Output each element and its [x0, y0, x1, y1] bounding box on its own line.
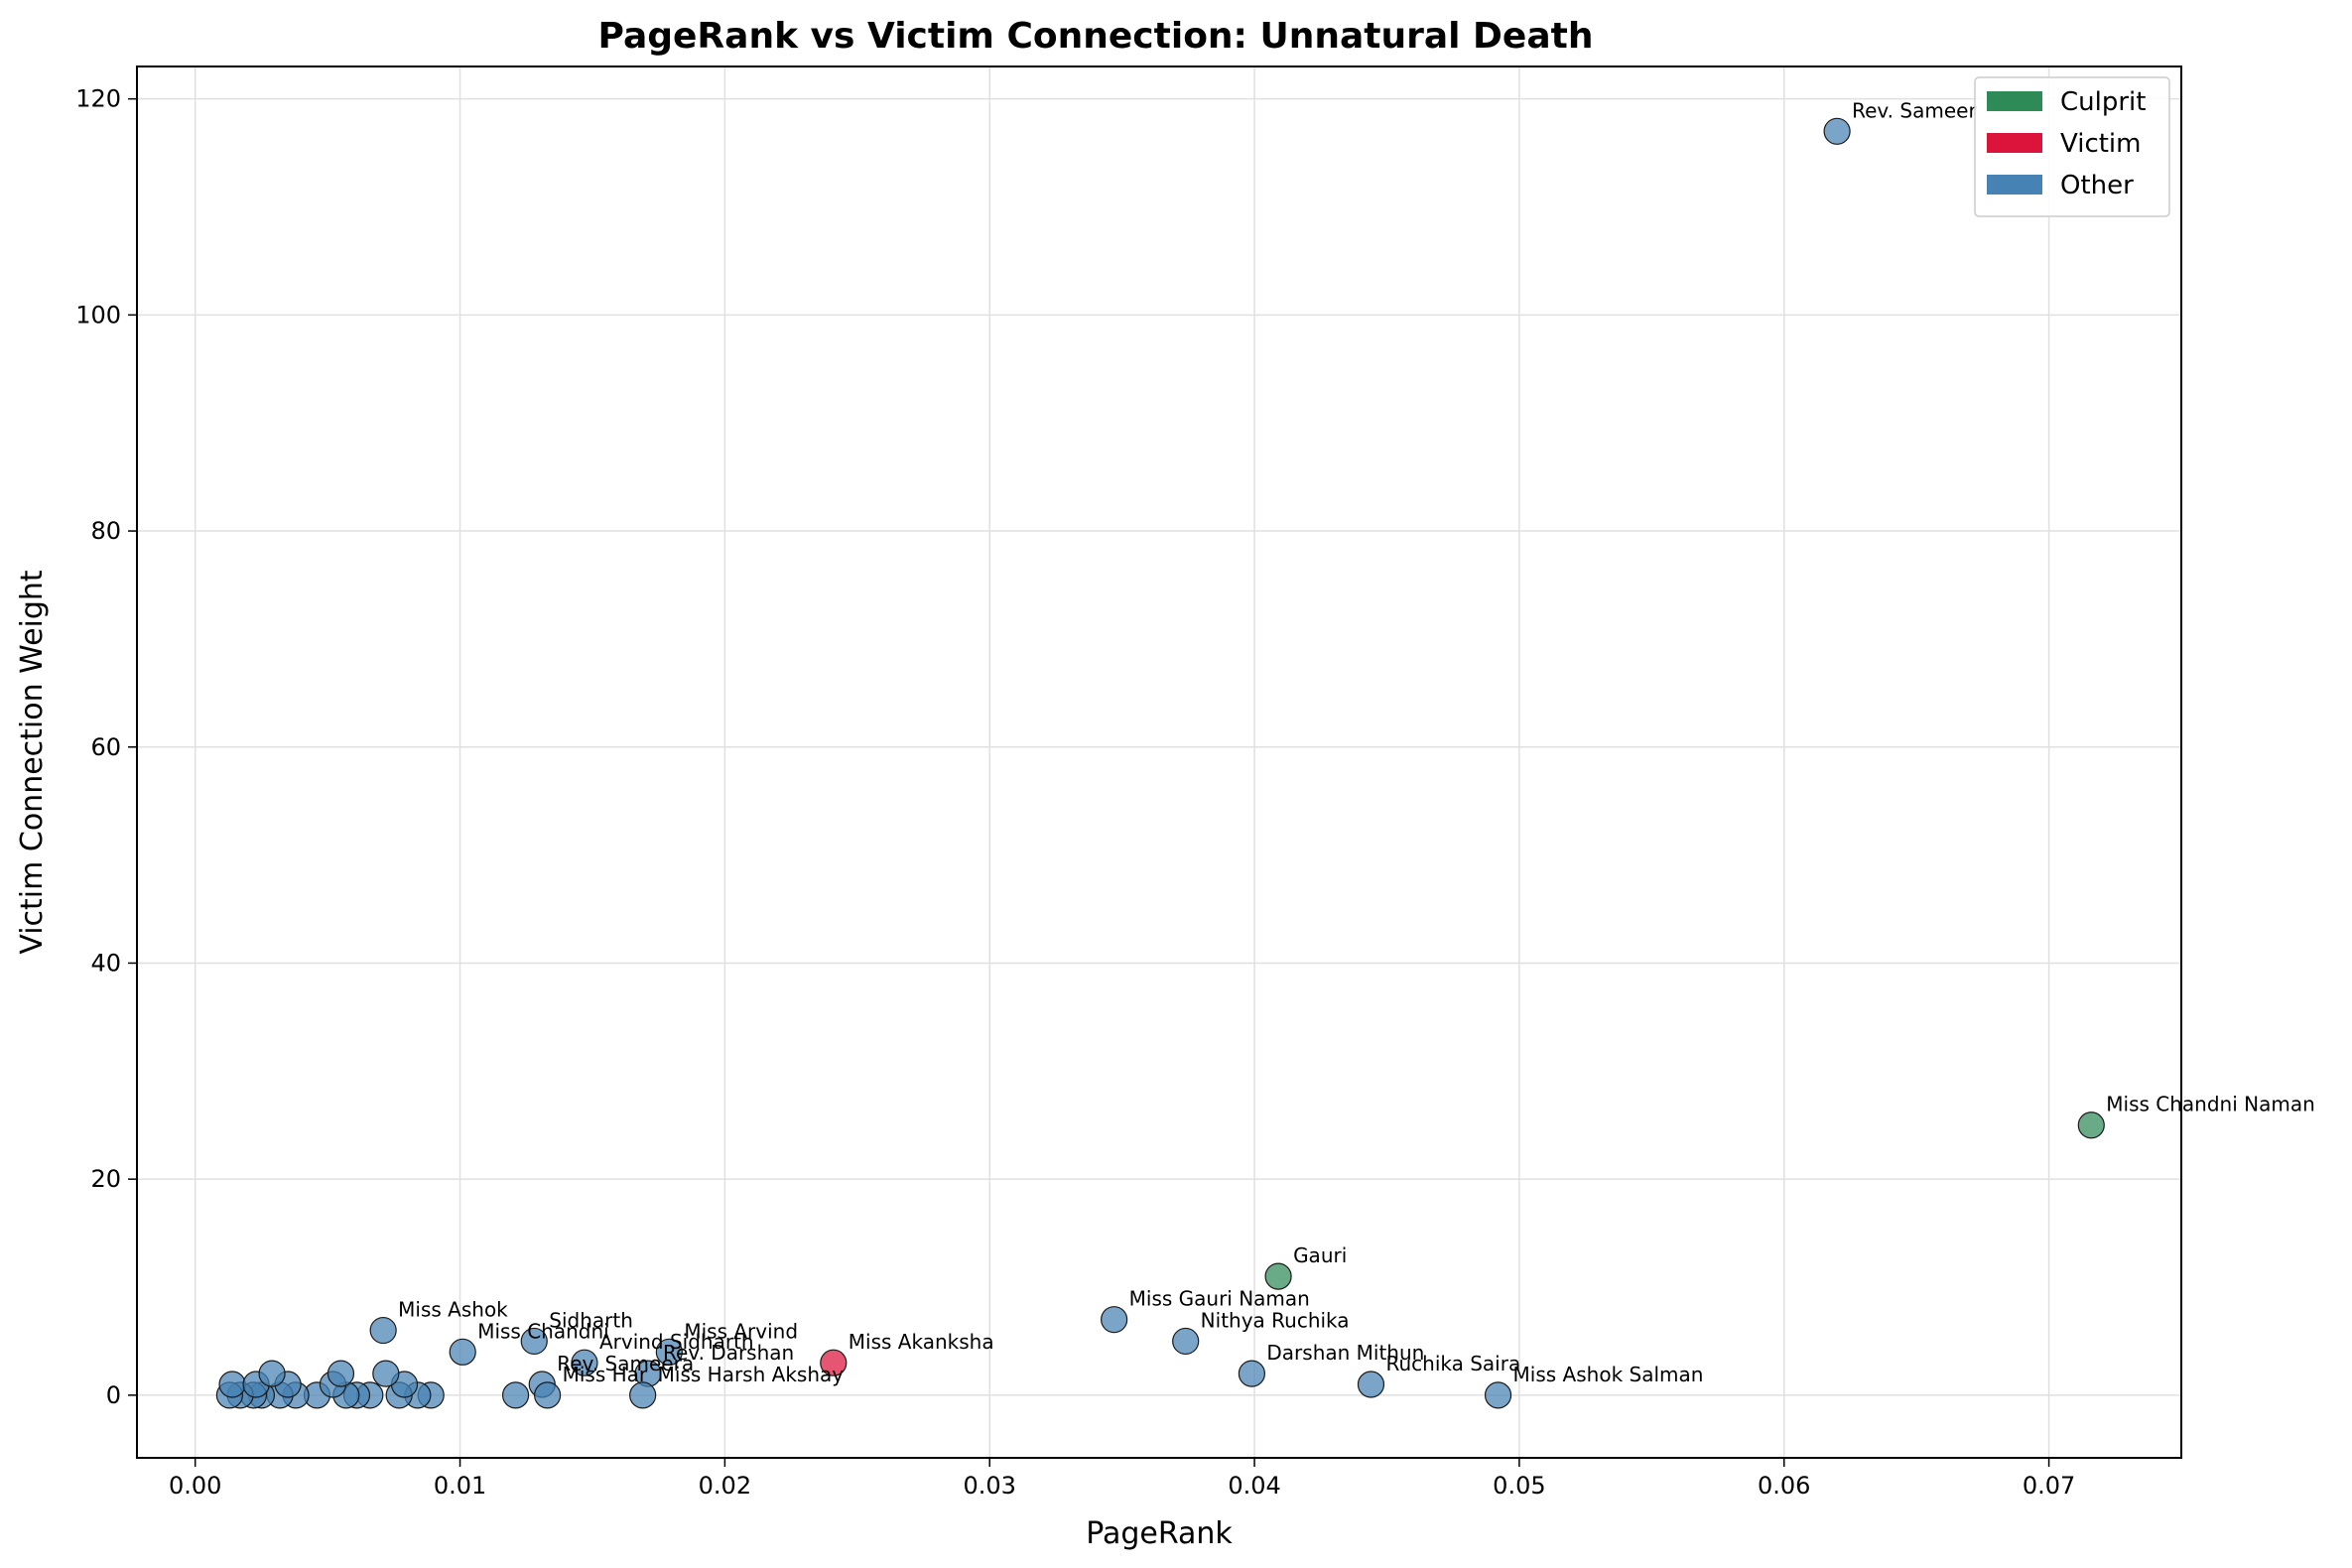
y-tick-label: 120: [75, 85, 121, 113]
data-point-label: Arvind Sidharth: [599, 1330, 754, 1354]
y-tick-label: 80: [90, 517, 121, 545]
legend-label: Culprit: [2060, 87, 2146, 117]
data-point-label: Miss Harsh Akshay: [658, 1363, 845, 1386]
y-tick-label: 40: [90, 949, 121, 977]
data-point-label: Ruchika Saira: [1385, 1352, 1520, 1375]
data-point-other: [1823, 117, 1851, 145]
y-tick-label: 100: [75, 301, 121, 328]
data-point-other: [501, 1381, 530, 1409]
x-tick-label: 0.01: [434, 1472, 486, 1500]
axis-ticks: 0.00 0.01 0.02 0.03 0.04 0.05 0.06 0.07 0 20 40 60 8…: [75, 85, 2075, 1500]
chart-title: PageRank vs Victim Connection: Unnatural…: [598, 16, 1594, 57]
data-point-other: [629, 1381, 657, 1409]
data-points: [215, 117, 2105, 1409]
data-point-victim: [820, 1349, 848, 1376]
data-point-other: [218, 1371, 246, 1398]
x-tick-label: 0.04: [1228, 1472, 1280, 1500]
point-labels: Rev. Sameer Miss Chandni Naman Gauri Miss G…: [398, 98, 2315, 1386]
x-tick-label: 0.03: [964, 1472, 1016, 1500]
x-tick-label: 0.00: [169, 1472, 221, 1500]
data-point-label: Nithya Ruchika: [1201, 1308, 1350, 1332]
data-point-label: Miss Ashok Salman: [1513, 1363, 1704, 1386]
data-point-label: Miss Chandni: [477, 1319, 609, 1343]
data-point-other: [1238, 1360, 1265, 1387]
y-axis-label: Victim Connection Weight: [15, 570, 50, 955]
y-tick-label: 0: [106, 1381, 121, 1409]
data-point-label: Miss Gauri Naman: [1129, 1287, 1310, 1311]
data-point-other: [534, 1381, 562, 1409]
data-point-other: [1484, 1381, 1512, 1409]
grid: [137, 66, 2181, 1458]
data-point-other: [369, 1316, 397, 1345]
y-tick-label: 20: [90, 1165, 121, 1193]
plot-area-frame: [136, 65, 2182, 1459]
data-point-other: [571, 1349, 598, 1376]
data-point-other: [372, 1360, 400, 1387]
legend-swatch: [1987, 133, 2042, 153]
x-axis-label: PageRank: [1086, 1516, 1233, 1551]
data-point-other: [258, 1360, 286, 1387]
data-point-label: Rev. Sameer: [1852, 98, 1977, 122]
legend-items: Culprit Victim Other: [1987, 87, 2146, 200]
x-tick-label: 0.06: [1758, 1472, 1810, 1500]
data-point-other: [1357, 1371, 1385, 1398]
x-tick-label: 0.07: [2023, 1472, 2075, 1500]
data-point-other: [655, 1338, 683, 1366]
data-point-label: Miss Akanksha: [849, 1330, 994, 1354]
legend-swatch: [1987, 91, 2042, 111]
data-point-label: Sidharth: [549, 1308, 633, 1332]
data-point-label: Rev. Sameera: [557, 1352, 694, 1375]
data-point-culprit: [1264, 1262, 1292, 1290]
legend-label: Other: [2060, 171, 2134, 200]
y-tick-label: 60: [90, 733, 121, 761]
legend: Culprit Victim Other: [1974, 76, 2170, 217]
data-point-culprit: [2077, 1111, 2105, 1139]
data-point-other: [520, 1327, 548, 1356]
data-point-label: Darshan Mithun: [1266, 1341, 1424, 1365]
data-point-label: Miss Ashok: [398, 1298, 508, 1322]
data-point-label: Miss Arvind: [684, 1319, 798, 1343]
data-point-other: [449, 1338, 476, 1366]
x-tick-label: 0.05: [1493, 1472, 1545, 1500]
data-point-label: Miss Har: [563, 1363, 648, 1386]
data-point-label: Miss Chandni Naman: [2106, 1093, 2315, 1116]
x-tick-label: 0.02: [699, 1472, 751, 1500]
data-point-other: [1172, 1327, 1200, 1356]
legend-label: Victim: [2060, 129, 2141, 159]
data-point-other: [1101, 1306, 1128, 1334]
data-point-other: [327, 1360, 355, 1387]
data-point-label: Gauri: [1293, 1243, 1347, 1267]
legend-swatch: [1987, 175, 2042, 195]
data-point-label: Rev. Darshan: [663, 1341, 794, 1365]
